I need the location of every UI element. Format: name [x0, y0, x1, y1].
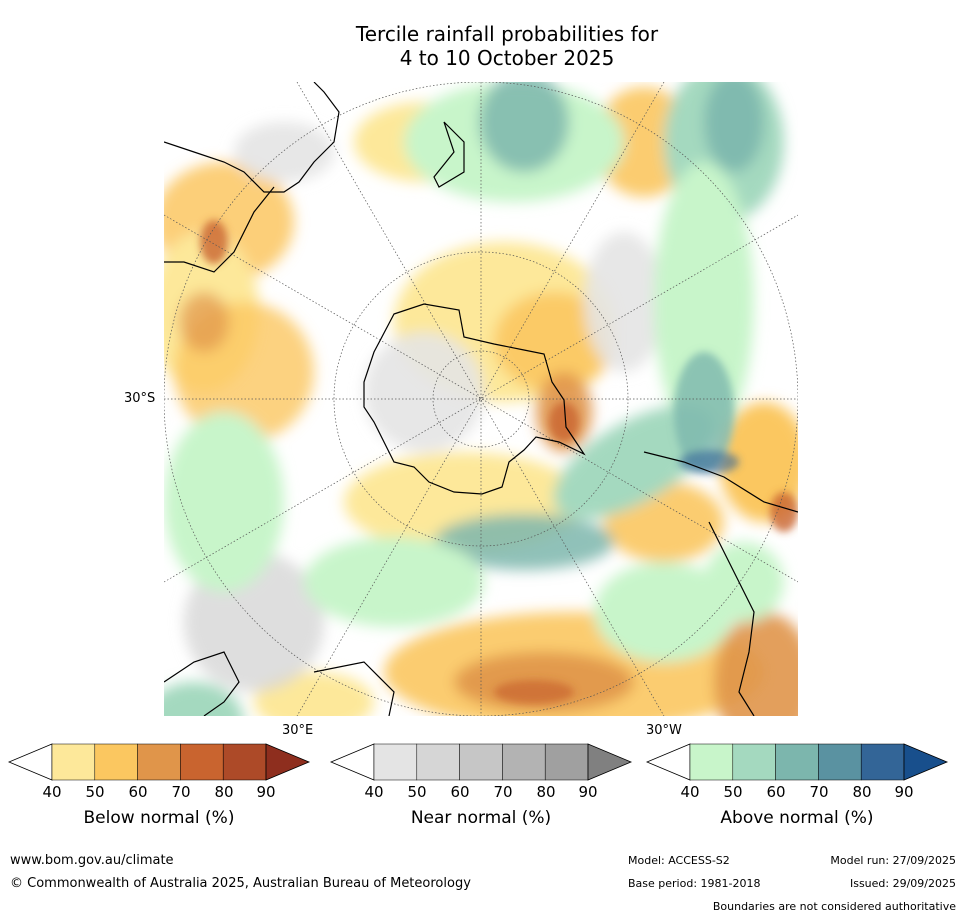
colorbar-swatch: [459, 743, 503, 781]
tick-label: 80: [214, 783, 234, 801]
tick-label: 50: [85, 783, 105, 801]
tick-label: 90: [578, 783, 598, 801]
colorbar-above-normal: [645, 743, 949, 781]
tick-label: 90: [894, 783, 914, 801]
colorbar-below-normal: [7, 743, 311, 781]
colorbar-near-svg: [329, 743, 633, 781]
latitude-label: 30°S: [124, 391, 156, 406]
tick-label: 50: [723, 783, 743, 801]
colorbar-swatch: [689, 743, 734, 781]
tick-label: 70: [171, 783, 191, 801]
footer-disclaimer: Boundaries are not considered authoritat…: [712, 900, 956, 913]
colorbar-swatch: [502, 743, 546, 781]
title-line-2: 4 to 10 October 2025: [399, 46, 615, 70]
tick-label: 60: [766, 783, 786, 801]
probability-detail: [200, 220, 798, 704]
colorbar-below-svg: [7, 743, 311, 781]
colorbar-below-label: Below normal (%): [83, 808, 235, 828]
tick-label: 60: [128, 783, 148, 801]
graticule: [164, 82, 798, 716]
colorbar-swatch: [373, 743, 418, 781]
tick-label: 50: [407, 783, 427, 801]
tick-label: 40: [680, 783, 700, 801]
tick-label: 70: [809, 783, 829, 801]
colorbar-swatch: [775, 743, 819, 781]
colorbar-swatch: [860, 743, 905, 781]
colorbar-swatch: [818, 743, 862, 781]
tick-label: 40: [364, 783, 384, 801]
probability-field: [164, 82, 798, 716]
title-line-1: Tercile rainfall probabilities for: [355, 22, 659, 46]
footer-model-run: Model run: 27/09/2025: [830, 854, 956, 867]
footer-copyright: © Commonwealth of Australia 2025, Austra…: [10, 876, 471, 891]
footer-base-period: Base period: 1981-2018: [628, 877, 761, 890]
footer-website: www.bom.gov.au/climate: [10, 853, 174, 868]
colorbar-swatch: [137, 743, 181, 781]
tick-label: 80: [536, 783, 556, 801]
colorbar-swatch: [51, 743, 96, 781]
colorbar-above-label: Above normal (%): [720, 808, 874, 828]
colorbar-swatch: [732, 743, 776, 781]
longitude-label-west: 30°W: [646, 723, 682, 738]
tick-label: 60: [450, 783, 470, 801]
map-svg: [164, 82, 798, 716]
colorbar-swatch: [180, 743, 224, 781]
probability-map: [164, 82, 798, 716]
colorbar-near-label: Near normal (%): [410, 808, 552, 828]
longitude-label-east: 30°E: [282, 723, 314, 738]
footer-model: Model: ACCESS-S2: [628, 854, 730, 867]
colorbar-swatch: [94, 743, 138, 781]
tick-label: 90: [256, 783, 276, 801]
coastlines: [164, 82, 798, 716]
colorbar-swatch: [416, 743, 460, 781]
colorbar-near-normal: [329, 743, 633, 781]
tick-label: 70: [493, 783, 513, 801]
colorbar-swatch: [222, 743, 267, 781]
footer-issued: Issued: 29/09/2025: [849, 877, 956, 890]
colorbar-above-svg: [645, 743, 949, 781]
tick-label: 40: [42, 783, 62, 801]
colorbar-swatch: [544, 743, 589, 781]
tick-label: 80: [852, 783, 872, 801]
chart-title: Tercile rainfall probabilities for 4 to …: [0, 22, 965, 70]
